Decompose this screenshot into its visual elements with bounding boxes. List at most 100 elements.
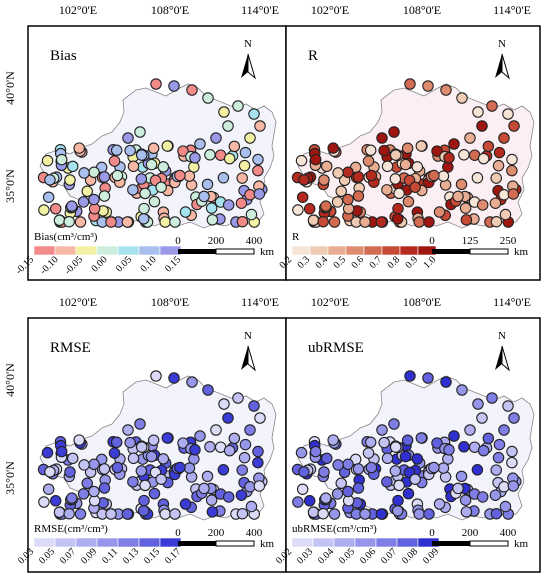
station-point (223, 444, 236, 457)
scale-tick: 200 (208, 235, 225, 247)
scale-segment (178, 249, 216, 254)
station-point (332, 167, 344, 179)
legend-swatch (291, 245, 311, 256)
station-point (499, 500, 512, 513)
station-point (73, 142, 85, 154)
scale-segment (215, 248, 255, 255)
legend-label: RMSE(cm³/cm³) (34, 523, 108, 535)
station-point (404, 370, 416, 382)
panel-title: Bias (50, 48, 77, 64)
station-point (292, 496, 304, 508)
station-point (139, 479, 151, 492)
station-point (222, 412, 234, 424)
legend-swatch (375, 537, 398, 548)
station-point (452, 482, 464, 495)
north-arrow-left (495, 346, 502, 370)
station-point (476, 120, 488, 132)
station-point (64, 174, 76, 186)
lon-label: 108°0'E (151, 295, 189, 309)
station-point (236, 215, 249, 228)
station-point (254, 412, 266, 424)
station-point (489, 197, 502, 209)
station-point (218, 398, 230, 410)
legend-swatch (396, 537, 419, 548)
station-point (183, 170, 196, 182)
station-point (392, 494, 404, 507)
station-point (365, 169, 378, 182)
station-point (38, 496, 50, 508)
lon-label: 114°0'E (241, 3, 279, 17)
station-point (364, 436, 377, 449)
legend-label: Bias(cm³/cm³) (34, 231, 98, 243)
station-point (456, 384, 468, 396)
station-point (127, 184, 139, 196)
station-point (235, 489, 248, 501)
scale-unit: km (260, 246, 275, 258)
station-point (161, 432, 174, 444)
station-point (248, 108, 260, 120)
station-point (389, 465, 402, 477)
station-point (506, 456, 518, 469)
legend-swatch (54, 537, 77, 548)
legend-swatch (345, 245, 365, 256)
station-point (391, 213, 404, 225)
station-point (198, 190, 210, 203)
north-arrow-left (241, 346, 248, 370)
station-point (252, 456, 264, 469)
station-point (456, 92, 468, 104)
station-point (413, 508, 425, 520)
station-point (508, 120, 520, 132)
station-point (476, 199, 489, 211)
station-point (507, 188, 520, 200)
scale-tick: 200 (462, 527, 479, 539)
legend-swatch (312, 537, 335, 548)
station-point (472, 398, 484, 410)
station-point (327, 434, 339, 446)
legend-swatch (54, 245, 77, 256)
north-label: N (498, 330, 506, 342)
station-point (440, 84, 452, 96)
station-point (378, 144, 390, 157)
scale-segment (215, 540, 255, 547)
legend-swatch (159, 245, 182, 256)
scale-tick: 0 (429, 527, 435, 539)
station-point (362, 155, 375, 167)
station-point (352, 190, 365, 202)
station-point (317, 507, 329, 520)
station-point (502, 108, 514, 120)
station-point (459, 494, 472, 506)
station-point (135, 441, 148, 453)
station-point (244, 481, 256, 493)
station-point (342, 485, 354, 498)
station-point (252, 164, 264, 177)
station-point (206, 506, 219, 518)
station-point (223, 152, 236, 165)
station-point (464, 132, 476, 144)
station-point (98, 463, 111, 475)
station-point (433, 206, 446, 218)
station-point (388, 418, 400, 430)
station-point (127, 452, 140, 465)
north-label: N (498, 38, 506, 50)
station-point (376, 424, 388, 436)
station-point (232, 392, 244, 404)
lon-label: 108°0'E (403, 3, 441, 17)
station-point (64, 466, 76, 478)
station-point (179, 498, 192, 510)
station-point (458, 149, 470, 161)
station-point (122, 132, 134, 144)
station-point (111, 461, 124, 474)
panel-title: R (308, 48, 318, 64)
station-point (443, 152, 455, 164)
station-point (448, 430, 460, 442)
station-point (448, 138, 460, 150)
station-markers (37, 370, 268, 520)
station-point (335, 185, 347, 198)
station-point (365, 461, 378, 474)
station-point (307, 506, 320, 518)
station-point (189, 152, 201, 164)
station-point (159, 508, 171, 520)
